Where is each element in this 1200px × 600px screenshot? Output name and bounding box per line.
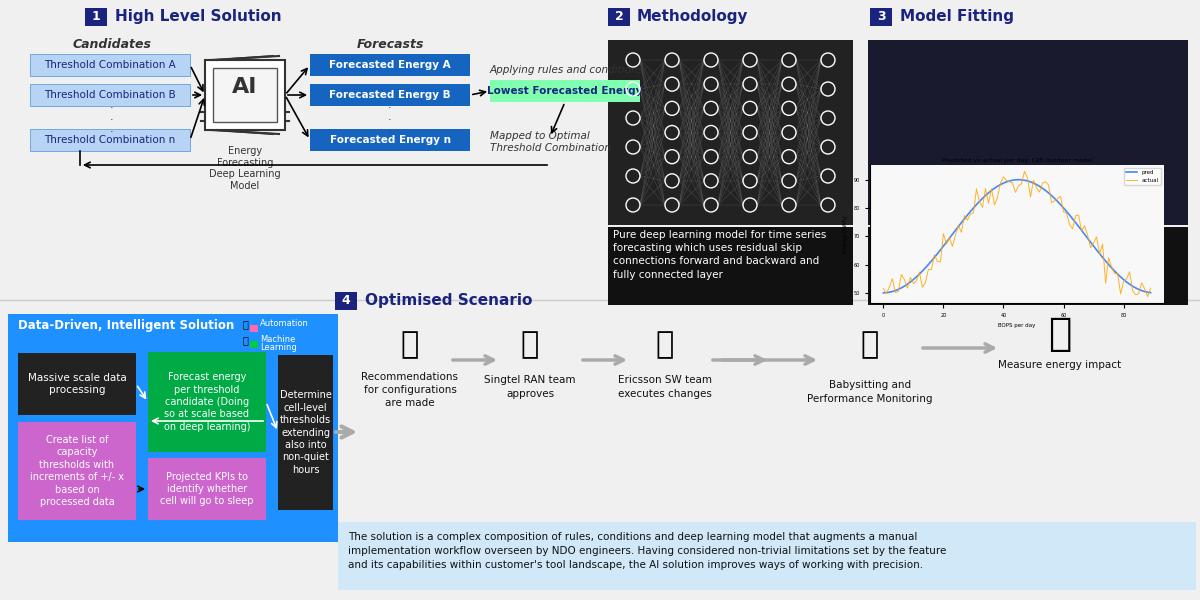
Text: Forecasted Energy A: Forecasted Energy A bbox=[329, 60, 451, 70]
Text: Advantageous to use when single
model needs to address multiple
timeseries /band: Advantageous to use when single model ne… bbox=[874, 230, 1061, 266]
FancyBboxPatch shape bbox=[278, 355, 334, 510]
actual bbox=[958, 212, 972, 219]
FancyBboxPatch shape bbox=[868, 227, 1188, 305]
pred bbox=[1012, 176, 1026, 183]
Title: Predicted vs actual per day: L26 Outdoor model: Predicted vs actual per day: L26 Outdoor… bbox=[942, 158, 1092, 163]
actual bbox=[1102, 254, 1116, 261]
Text: 🌱: 🌱 bbox=[1049, 315, 1072, 353]
FancyBboxPatch shape bbox=[8, 314, 338, 542]
FancyBboxPatch shape bbox=[148, 458, 266, 520]
Text: Lowest Forecasted Energy: Lowest Forecasted Energy bbox=[487, 86, 643, 96]
FancyBboxPatch shape bbox=[608, 8, 630, 26]
pred bbox=[1134, 287, 1148, 294]
Y-axis label: Energy (kWh): Energy (kWh) bbox=[844, 215, 848, 253]
pred bbox=[876, 289, 890, 296]
pred bbox=[958, 215, 972, 223]
Text: High Level Solution: High Level Solution bbox=[115, 10, 282, 25]
Text: 1: 1 bbox=[91, 10, 101, 23]
FancyBboxPatch shape bbox=[868, 40, 1188, 225]
FancyBboxPatch shape bbox=[18, 422, 136, 520]
Text: ·
·
·: · · · bbox=[388, 103, 392, 137]
actual bbox=[1134, 279, 1148, 286]
actual bbox=[1140, 293, 1154, 301]
Text: Ericsson SW team
executes changes: Ericsson SW team executes changes bbox=[618, 376, 712, 398]
Text: 📋: 📋 bbox=[401, 331, 419, 359]
Text: Babysitting and
Performance Monitoring: Babysitting and Performance Monitoring bbox=[808, 380, 932, 404]
Legend: pred, actual: pred, actual bbox=[1124, 168, 1162, 185]
Text: Measure energy impact: Measure energy impact bbox=[998, 360, 1122, 370]
FancyBboxPatch shape bbox=[310, 129, 470, 151]
Text: Data-Driven, Intelligent Solution: Data-Driven, Intelligent Solution bbox=[18, 319, 234, 332]
Text: 3: 3 bbox=[877, 10, 886, 23]
Text: 🤝: 🤝 bbox=[521, 331, 539, 359]
FancyBboxPatch shape bbox=[608, 40, 853, 225]
pred bbox=[912, 271, 926, 278]
FancyBboxPatch shape bbox=[30, 129, 190, 151]
FancyBboxPatch shape bbox=[85, 8, 107, 26]
Text: 2: 2 bbox=[614, 10, 623, 23]
Text: ·
·
·: · · · bbox=[110, 103, 114, 137]
Text: Energy
Forecasting
Deep Learning
Model: Energy Forecasting Deep Learning Model bbox=[209, 146, 281, 191]
Text: Determine
cell-level
thresholds
extending
also into
non-quiet
hours: Determine cell-level thresholds extendin… bbox=[280, 391, 331, 475]
Text: Create list of
capacity
thresholds with
increments of +/- x
based on
processed d: Create list of capacity thresholds with … bbox=[30, 435, 124, 507]
Text: Forecasted Energy n: Forecasted Energy n bbox=[330, 135, 450, 145]
Text: Candidates: Candidates bbox=[72, 37, 151, 50]
actual bbox=[912, 268, 926, 275]
actual bbox=[1108, 270, 1122, 277]
Line: pred: pred bbox=[883, 179, 1151, 293]
FancyBboxPatch shape bbox=[30, 84, 190, 106]
Text: Model Fitting: Model Fitting bbox=[900, 10, 1014, 25]
Text: 🖥️: 🖥️ bbox=[656, 331, 674, 359]
FancyBboxPatch shape bbox=[250, 341, 258, 348]
Text: Forecast energy
per threshold
candidate (Doing
so at scale based
on deep learnin: Forecast energy per threshold candidate … bbox=[163, 372, 251, 432]
Text: Projected KPIs to
identify whether
cell will go to sleep: Projected KPIs to identify whether cell … bbox=[161, 472, 253, 506]
Text: Forecasts: Forecasts bbox=[356, 37, 424, 50]
Line: actual: actual bbox=[883, 171, 1151, 297]
Text: Threshold Combination n: Threshold Combination n bbox=[44, 135, 175, 145]
Text: Forecasted Energy B: Forecasted Energy B bbox=[329, 90, 451, 100]
Text: Optimised Scenario: Optimised Scenario bbox=[365, 293, 533, 308]
Text: Mapped to Optimal
Threshold Combination: Mapped to Optimal Threshold Combination bbox=[490, 131, 611, 153]
FancyBboxPatch shape bbox=[310, 84, 470, 106]
FancyBboxPatch shape bbox=[18, 353, 136, 415]
Text: Pure deep learning model for time series
forecasting which uses residual skip
co: Pure deep learning model for time series… bbox=[613, 230, 827, 280]
FancyBboxPatch shape bbox=[214, 68, 277, 122]
actual bbox=[1018, 167, 1032, 175]
FancyBboxPatch shape bbox=[490, 80, 640, 102]
Text: AI: AI bbox=[233, 77, 258, 97]
pred bbox=[1144, 289, 1158, 296]
Text: Threshold Combination B: Threshold Combination B bbox=[44, 90, 176, 100]
pred bbox=[1108, 268, 1122, 275]
Text: Recommendations
for configurations
are made: Recommendations for configurations are m… bbox=[361, 372, 458, 408]
Text: The solution is a complex composition of rules, conditions and deep learning mod: The solution is a complex composition of… bbox=[348, 532, 947, 570]
actual bbox=[1144, 284, 1158, 292]
X-axis label: BOPS per day: BOPS per day bbox=[998, 323, 1036, 328]
FancyBboxPatch shape bbox=[30, 54, 190, 76]
pred bbox=[1066, 215, 1080, 223]
FancyBboxPatch shape bbox=[205, 60, 286, 130]
Text: 🤖: 🤖 bbox=[242, 335, 248, 345]
FancyBboxPatch shape bbox=[608, 227, 853, 305]
Text: Learning: Learning bbox=[260, 343, 296, 352]
FancyBboxPatch shape bbox=[250, 325, 258, 332]
Text: 🤖: 🤖 bbox=[860, 331, 880, 359]
Text: Threshold Combination A: Threshold Combination A bbox=[44, 60, 176, 70]
actual bbox=[876, 285, 890, 292]
Text: 4: 4 bbox=[342, 295, 350, 307]
Text: Machine: Machine bbox=[260, 335, 295, 344]
pred bbox=[1102, 261, 1116, 268]
Text: Singtel RAN team
approves: Singtel RAN team approves bbox=[485, 376, 576, 398]
FancyBboxPatch shape bbox=[148, 352, 266, 452]
Text: 🤖: 🤖 bbox=[242, 319, 248, 329]
FancyBboxPatch shape bbox=[335, 292, 358, 310]
FancyBboxPatch shape bbox=[338, 522, 1196, 590]
Text: Methodology: Methodology bbox=[637, 10, 749, 25]
Text: Massive scale data
processing: Massive scale data processing bbox=[28, 373, 126, 395]
FancyBboxPatch shape bbox=[870, 8, 892, 26]
FancyBboxPatch shape bbox=[310, 54, 470, 76]
actual bbox=[1066, 226, 1080, 233]
Text: Applying rules and conditions: Applying rules and conditions bbox=[490, 65, 644, 75]
Text: Automation: Automation bbox=[260, 319, 308, 329]
